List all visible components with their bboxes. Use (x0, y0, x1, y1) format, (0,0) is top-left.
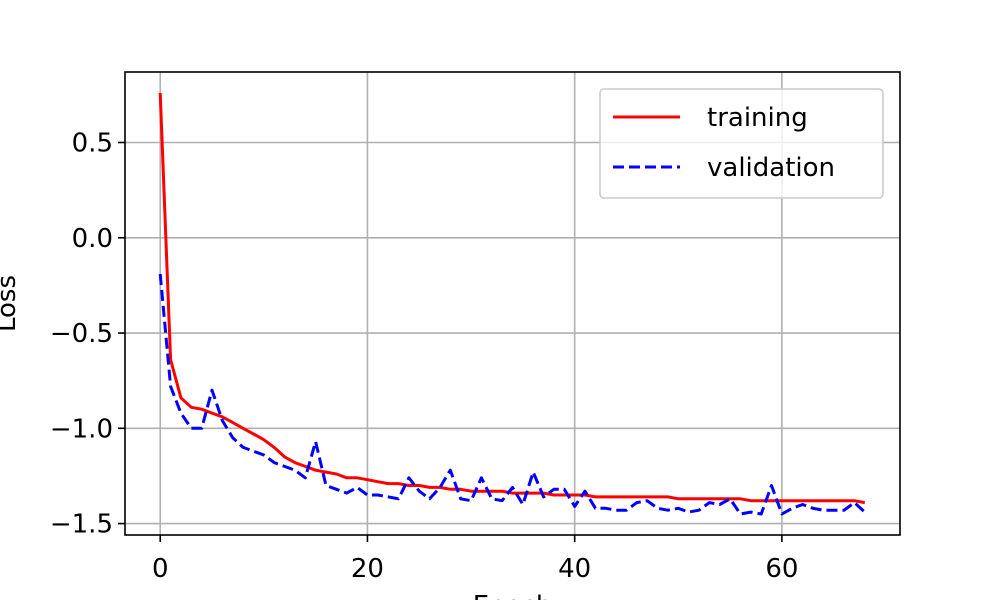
validation-line (158, 273, 866, 516)
plot-frame (124, 71, 901, 536)
y-tick-label: 0.5 (72, 128, 113, 158)
x-tick-label: 0 (152, 554, 169, 584)
x-tick-label: 40 (558, 554, 591, 584)
series-layer (158, 92, 866, 516)
axis-ticks: 0 20 40 60 0.5 0.0 −0.5 −1.0 −1.5 (50, 128, 799, 584)
legend-label-training: training (707, 103, 808, 133)
y-axis-label: Loss (0, 275, 22, 332)
y-tick-label: 0.0 (72, 224, 113, 254)
y-tick-label: −1.0 (50, 414, 113, 444)
legend-label-validation: validation (707, 153, 835, 183)
training-line (158, 92, 866, 505)
grid-lines (125, 72, 900, 535)
legend: training validation (599, 88, 884, 199)
x-axis-label: Epoch (473, 591, 553, 600)
y-tick-label: −0.5 (50, 319, 113, 349)
y-tick-label: −1.5 (50, 510, 113, 540)
x-tick-label: 60 (765, 554, 798, 584)
x-tick-label: 20 (351, 554, 384, 584)
